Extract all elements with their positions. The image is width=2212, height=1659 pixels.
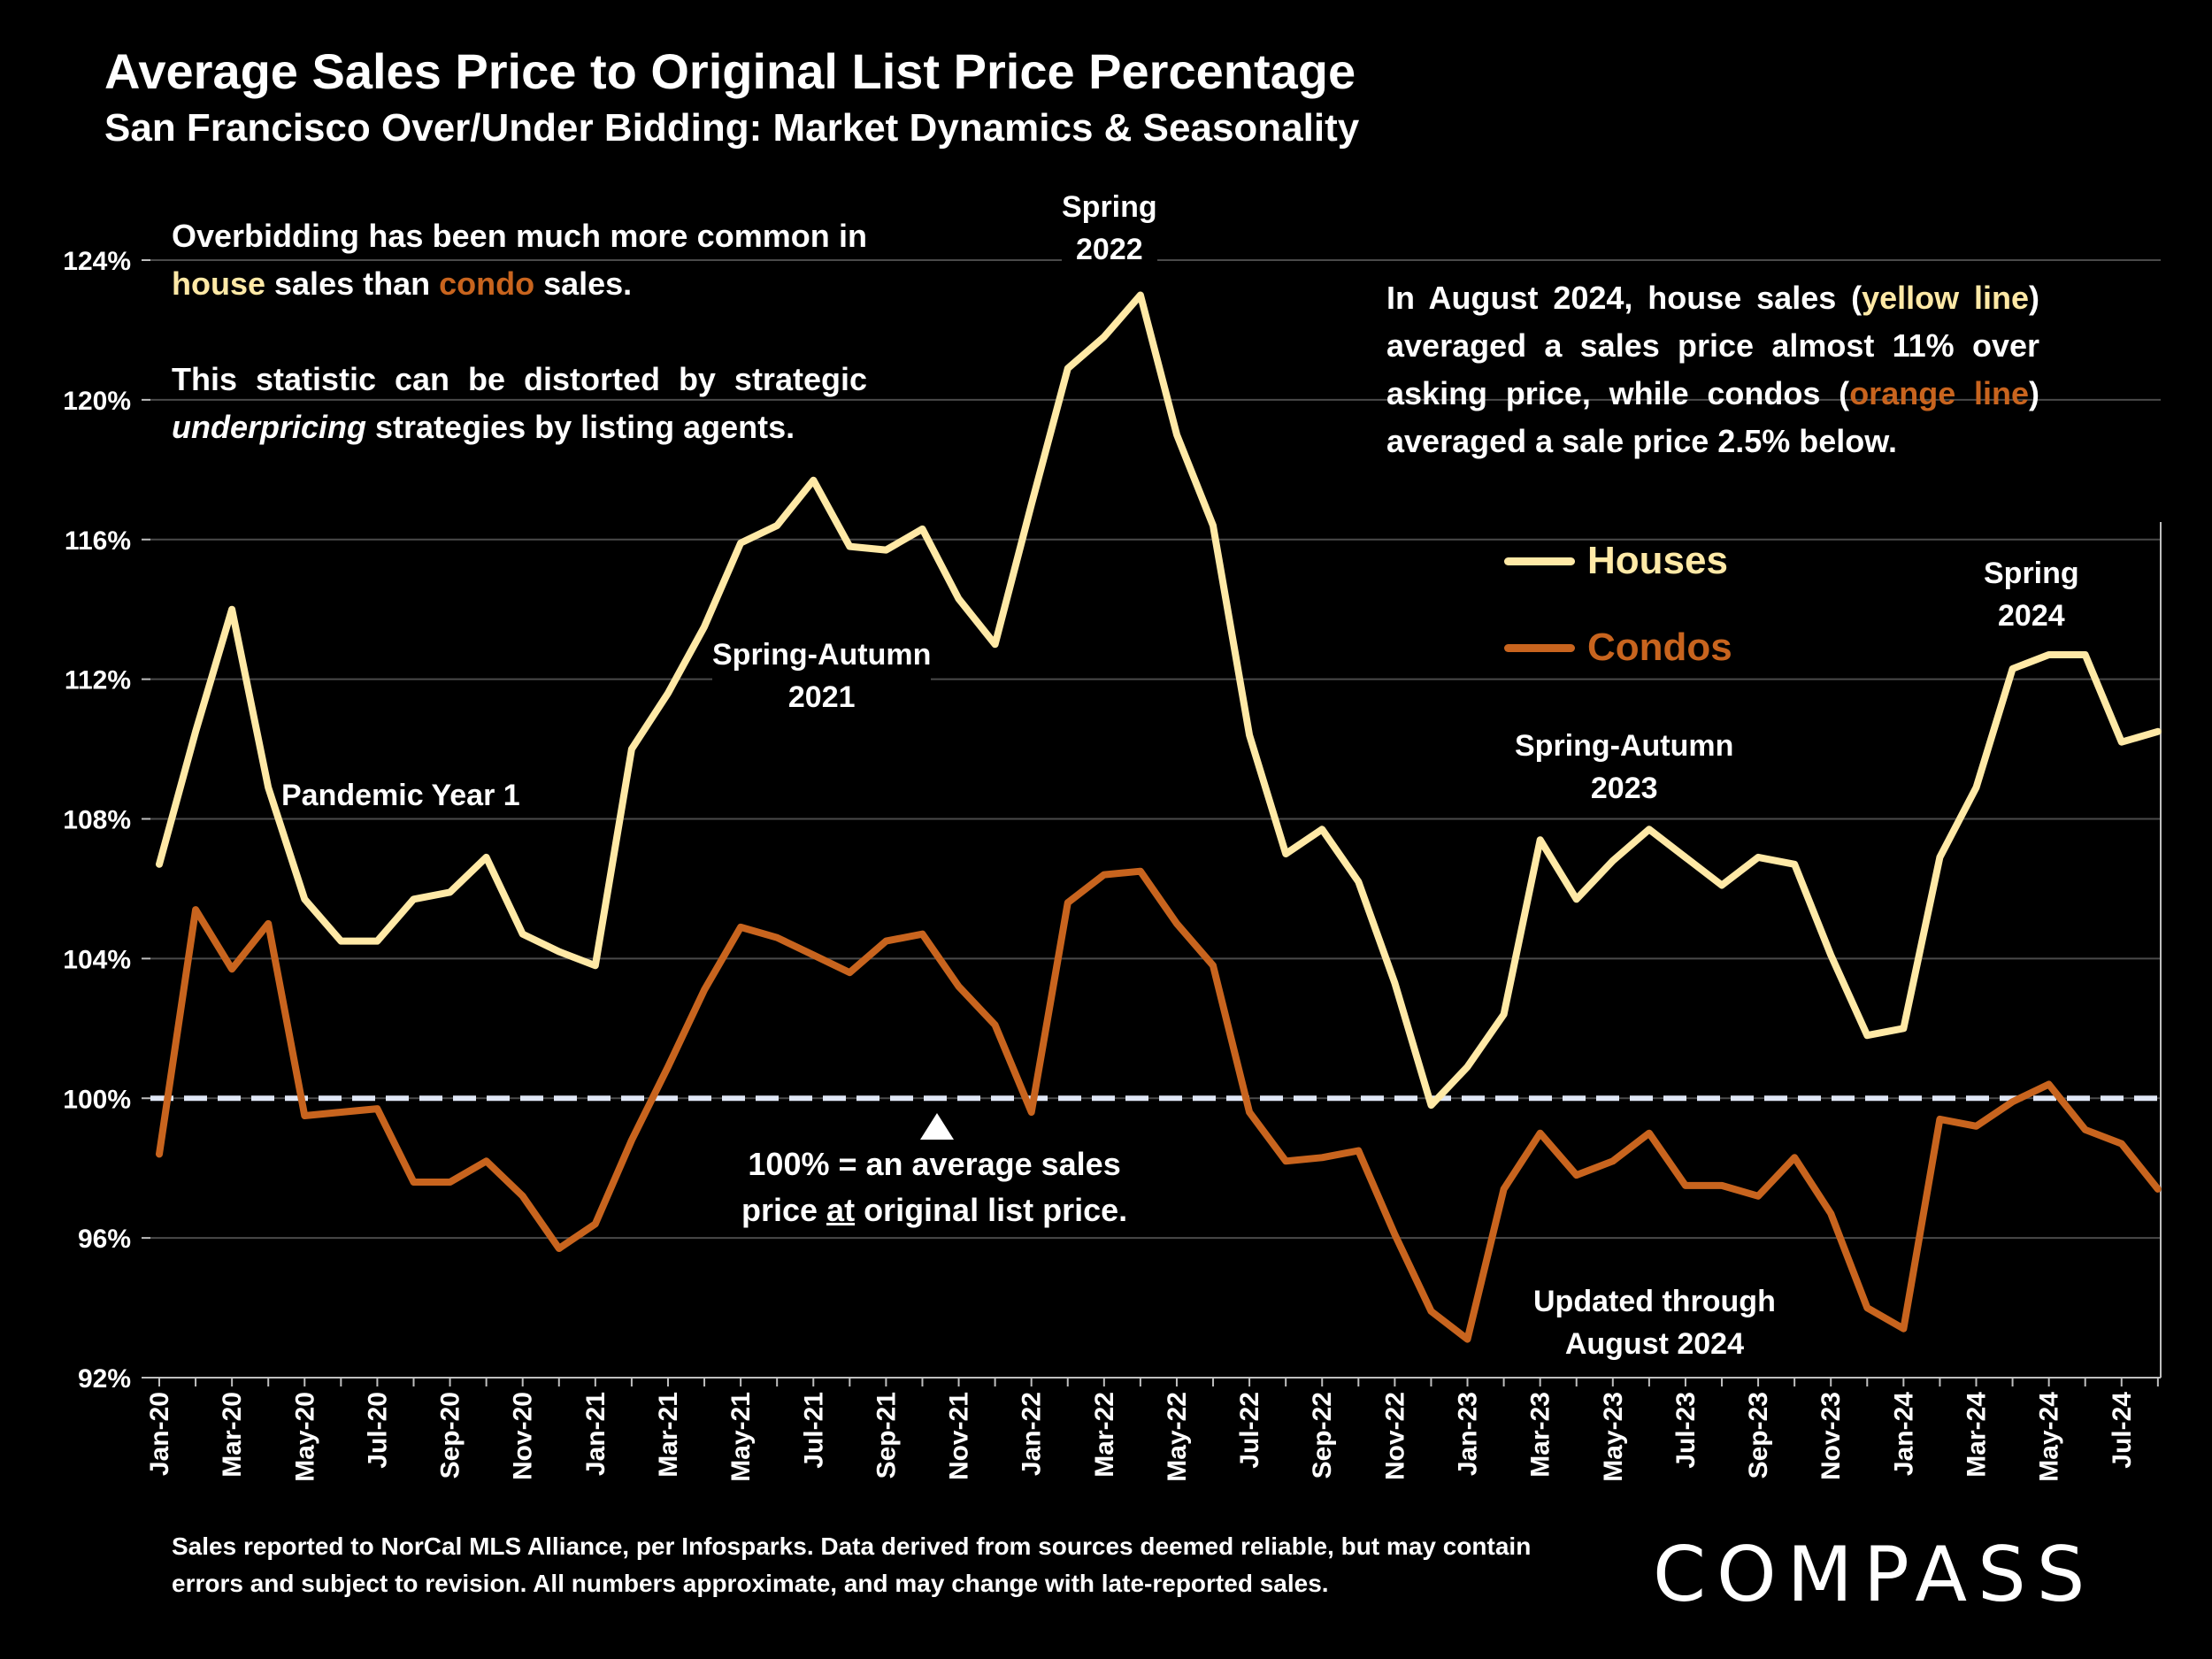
x-tick-label: Nov-21 <box>945 1392 974 1480</box>
x-axis-ticks: Jan-20 Mar-20 May-20 Jul-20 Sep-20 Nov-20 Jan-… <box>145 1378 2159 1482</box>
x-tick-label: Sep-22 <box>1308 1392 1337 1479</box>
annotation-line: 2023 <box>1590 772 1658 805</box>
x-tick-label: Jul-24 <box>2108 1392 2137 1469</box>
annotation-updated-through: Updated through August 2024 <box>1533 1280 1776 1365</box>
note-text: sales than <box>265 265 440 302</box>
note-text: sales. <box>534 265 633 302</box>
note-text: Overbidding has been much more common in <box>172 218 867 254</box>
legend-swatch-condos <box>1504 643 1575 652</box>
annotation-100-percent: 100% = an average sales price at origina… <box>741 1141 1127 1233</box>
chart-title: Average Sales Price to Original List Pri… <box>104 43 1356 99</box>
note-yellow-line: yellow line <box>1862 280 2030 316</box>
annotation-line: Spring <box>1984 557 2079 590</box>
x-tick-label: Sep-20 <box>436 1392 465 1479</box>
x-tick-label: Jul-22 <box>1235 1392 1264 1469</box>
annotation-line: Spring-Autumn <box>1515 729 1734 763</box>
x-tick-label: Nov-22 <box>1380 1392 1409 1480</box>
x-tick-label: Mar-21 <box>654 1392 683 1478</box>
x-tick-label: Jan-20 <box>145 1392 174 1476</box>
note-overbidding: Overbidding has been much more common in… <box>172 212 867 451</box>
note-orange-line: orange line <box>1849 375 2029 411</box>
y-tick-label: 104% <box>63 945 131 974</box>
annotation-text: original list price. <box>855 1192 1128 1228</box>
legend-label-houses: Houses <box>1587 539 1728 582</box>
x-tick-label: Jan-23 <box>1454 1392 1483 1476</box>
legend: Houses Condos <box>1504 518 1732 691</box>
triangle-marker-icon <box>920 1113 954 1140</box>
x-tick-label: May-20 <box>290 1392 319 1482</box>
y-tick-label: 92% <box>78 1364 131 1394</box>
x-tick-label: Jul-20 <box>363 1392 392 1469</box>
note-condo-word: condo <box>439 265 535 302</box>
y-tick-label: 100% <box>63 1085 131 1114</box>
annotation-line: 2021 <box>787 680 856 714</box>
annotation-line: 2024 <box>1998 599 2065 633</box>
chart-subtitle: San Francisco Over/Under Bidding: Market… <box>104 106 1360 150</box>
legend-item-houses: Houses <box>1504 518 1732 604</box>
y-tick-label: 112% <box>65 666 131 695</box>
annotation-underlined: at <box>826 1192 856 1228</box>
legend-label-condos: Condos <box>1587 626 1732 669</box>
annotation-spring-autumn-2021: Spring-Autumn 2021 <box>712 634 932 718</box>
x-tick-label: Nov-23 <box>1816 1392 1846 1480</box>
x-tick-label: Jul-23 <box>1671 1392 1701 1469</box>
y-tick-label: 96% <box>78 1225 131 1254</box>
y-tick-label: 124% <box>63 247 131 276</box>
compass-logo: COMPASS <box>1653 1531 2096 1619</box>
x-tick-label: Sep-23 <box>1744 1392 1773 1479</box>
note-text: This statistic can be distorted by strat… <box>172 361 867 397</box>
annotation-spring-2022: Spring 2022 <box>1062 186 1157 271</box>
y-tick-label: 108% <box>63 806 131 835</box>
y-tick-label: 120% <box>63 387 131 416</box>
annotation-line: 2022 <box>1076 233 1143 266</box>
x-tick-label: Mar-23 <box>1526 1392 1555 1478</box>
series-lines <box>156 291 2162 1343</box>
x-tick-label: May-21 <box>726 1392 756 1482</box>
note-house-word: house <box>172 265 266 302</box>
annotation-pandemic-year-1: Pandemic Year 1 <box>281 774 520 817</box>
x-tick-label: Jan-22 <box>1018 1392 1047 1476</box>
annotation-line: 100% = an average sales <box>748 1146 1121 1182</box>
annotation-line: Spring-Autumn <box>712 638 932 672</box>
x-tick-label: Mar-24 <box>1962 1392 1992 1478</box>
note-text: In August 2024, house sales ( <box>1386 280 1863 316</box>
x-tick-label: Mar-20 <box>218 1392 247 1478</box>
annotation-line: Spring <box>1062 190 1157 224</box>
note-text: ) averaged a sale price 2.5% below. <box>1386 375 2039 459</box>
grid-lines <box>142 259 2162 1379</box>
annotation-line: price at original list price. <box>741 1187 1127 1233</box>
annotation-line: Updated through <box>1533 1285 1776 1318</box>
annotation-text: price <box>741 1192 827 1228</box>
x-tick-label: Nov-20 <box>509 1392 538 1480</box>
note-text: ) averaged a sales price almost 11% over… <box>1386 280 2040 411</box>
note-emphasis: underpricing <box>172 409 367 445</box>
annotation-spring-2024: Spring 2024 <box>1984 552 2079 637</box>
x-tick-label: Jan-21 <box>581 1392 611 1476</box>
x-tick-label: May-23 <box>1599 1392 1628 1482</box>
y-axis-ticks: 92% 96% 100% 104% 108% 112% 116% 120% 124% <box>63 247 131 1394</box>
legend-swatch-houses <box>1504 557 1575 565</box>
y-tick-label: 116% <box>65 526 131 556</box>
x-tick-label: Jul-21 <box>799 1392 828 1469</box>
note-august-2024: In August 2024, house sales (yellow line… <box>1386 274 2039 465</box>
x-tick-label: May-24 <box>2035 1392 2064 1482</box>
annotation-spring-autumn-2023: Spring-Autumn 2023 <box>1515 725 1734 810</box>
source-footnote: Sales reported to NorCal MLS Alliance, p… <box>172 1532 1532 1597</box>
x-tick-label: Sep-21 <box>872 1392 901 1479</box>
annotation-line: Pandemic Year 1 <box>281 779 520 812</box>
x-tick-label: Jan-24 <box>1889 1392 1918 1476</box>
x-tick-label: May-22 <box>1163 1392 1192 1482</box>
note-text: strategies by listing agents. <box>366 409 795 445</box>
series-line-condos <box>156 867 2162 1343</box>
legend-item-condos: Condos <box>1504 604 1732 691</box>
series-line-houses <box>156 291 2162 1110</box>
annotation-line: August 2024 <box>1564 1327 1745 1361</box>
x-tick-label: Mar-22 <box>1090 1392 1119 1478</box>
